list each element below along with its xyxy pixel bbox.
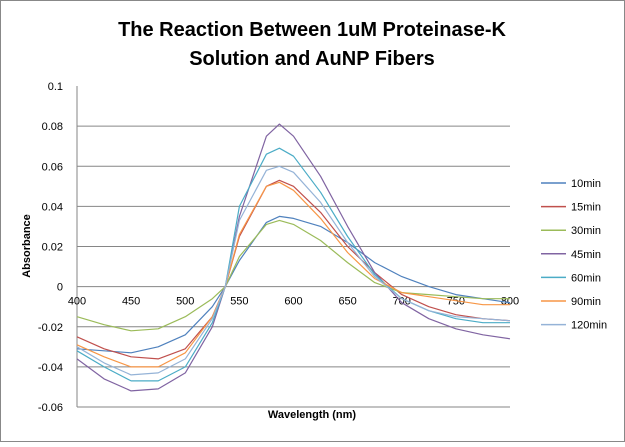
legend-label: 10min	[571, 178, 601, 190]
series-line-30min	[76, 219, 510, 332]
y-tick-label: 0.04	[42, 201, 63, 213]
x-tick-label: 500	[176, 296, 194, 308]
series-line-15min	[76, 179, 511, 360]
y-tick-label: 0.06	[42, 161, 63, 173]
x-tick-label: 400	[68, 296, 86, 308]
x-tick-label: 550	[230, 296, 248, 308]
series-line-45min	[76, 123, 511, 392]
x-tick-label: 700	[393, 296, 411, 308]
series-line-10min	[76, 215, 511, 354]
series-line-90min	[76, 181, 510, 368]
x-tick-label: 750	[447, 296, 465, 308]
legend-label: 30min	[571, 225, 601, 237]
chart-title-line-1: The Reaction Between 1uM Proteinase-K	[118, 19, 506, 41]
legend-label: 45min	[571, 249, 601, 261]
legend-label: 120min	[571, 320, 607, 332]
x-tick-label: 600	[284, 296, 302, 308]
y-tick-label: -0.04	[38, 362, 63, 374]
legend-label: 90min	[571, 296, 601, 308]
chart-title-line-2: Solution and AuNP Fibers	[189, 48, 435, 70]
y-tick-label: -0.06	[38, 402, 63, 414]
y-tick-label: 0	[57, 282, 63, 294]
x-tick-label: 650	[338, 296, 356, 308]
y-axis-label: Absorbance	[21, 214, 33, 278]
legend-label: 60min	[571, 272, 601, 284]
y-tick-label: 0.08	[42, 121, 63, 133]
y-tick-label: 0.02	[42, 242, 63, 254]
series-line-120min	[76, 165, 511, 376]
y-tick-label: 0.1	[48, 81, 63, 93]
legend-label: 15min	[571, 202, 601, 214]
x-tick-label: 450	[122, 296, 140, 308]
y-tick-label: -0.02	[38, 322, 63, 334]
x-axis-label: Wavelength (nm)	[268, 409, 357, 421]
